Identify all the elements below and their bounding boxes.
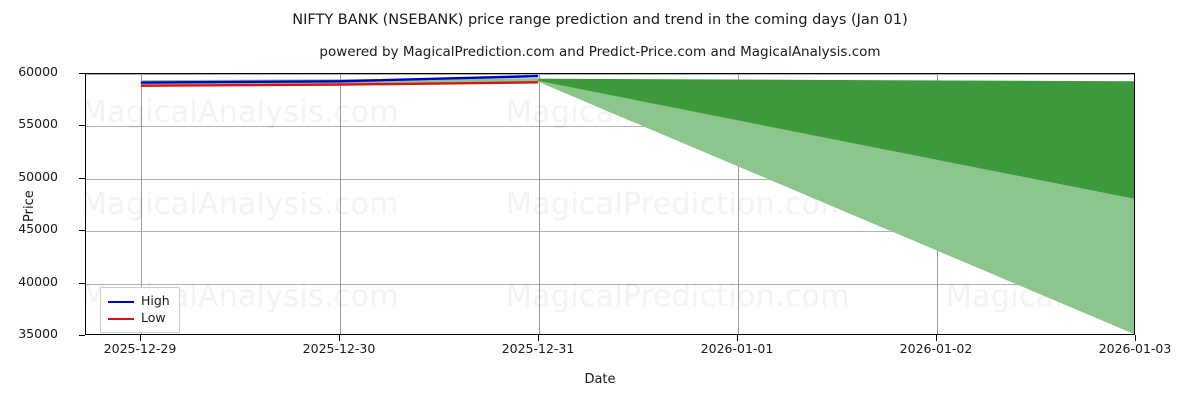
y-tick-label-50000: 50000 <box>18 168 58 184</box>
y-tick-mark <box>79 282 85 284</box>
x-tick-label-2025-12-31: 2025-12-31 <box>501 341 575 356</box>
gridline-x-2025-12-29 <box>141 74 142 334</box>
gridline-x-2026-01-01 <box>738 74 739 334</box>
series-line-high <box>140 74 539 84</box>
x-tick-mark <box>339 335 340 341</box>
gridline-y-45000 <box>86 231 1134 233</box>
x-tick-mark <box>737 335 738 341</box>
x-tick-mark <box>140 335 141 341</box>
chart-subtitle: powered by MagicalPrediction.com and Pre… <box>319 44 881 60</box>
y-tick-label-55000: 55000 <box>18 116 58 132</box>
legend-label-high: High <box>141 293 170 309</box>
gridline-y-50000 <box>86 178 1134 180</box>
chart-title: NIFTY BANK (NSEBANK) price range predict… <box>292 12 908 28</box>
y-tick-mark <box>79 230 85 232</box>
x-tick-label-2026-01-03: 2026-01-03 <box>1098 341 1172 356</box>
gridline-y-40000 <box>86 283 1134 285</box>
y-tick-mark <box>79 73 85 74</box>
series-line-low <box>140 81 539 87</box>
plot-area: MagicalAnalysis.comMagicalPrediction.com… <box>85 73 1135 335</box>
y-axis-label: Price <box>22 190 37 222</box>
legend-item-low[interactable]: Low <box>108 310 170 327</box>
legend-item-high[interactable]: High <box>108 293 170 310</box>
legend-swatch-high <box>108 300 134 303</box>
chart-legend[interactable]: High Low <box>100 287 180 333</box>
x-tick-label-2026-01-02: 2026-01-02 <box>899 341 973 356</box>
x-tick-label-2025-12-30: 2025-12-30 <box>302 341 376 356</box>
y-tick-mark <box>79 177 85 179</box>
y-tick-label-60000: 60000 <box>18 64 58 79</box>
y-tick-label-35000: 35000 <box>18 326 58 341</box>
x-tick-label-2026-01-01: 2026-01-01 <box>700 341 774 356</box>
band-prediction-range-outer <box>538 79 1134 334</box>
gridline-y-55000 <box>86 126 1134 128</box>
y-tick-label-45000: 45000 <box>18 221 58 237</box>
gridline-x-2025-12-30 <box>340 74 341 334</box>
y-tick-label-40000: 40000 <box>18 273 58 289</box>
x-tick-mark <box>936 335 937 341</box>
plot-inner: MagicalAnalysis.comMagicalPrediction.com… <box>86 74 1134 334</box>
x-tick-label-2025-12-29: 2025-12-29 <box>103 341 177 356</box>
x-tick-mark <box>538 335 539 341</box>
legend-swatch-low <box>108 317 134 320</box>
x-axis-label: Date <box>584 372 616 387</box>
gridline-y-60000 <box>86 74 1134 75</box>
gridline-x-2025-12-31 <box>539 74 540 334</box>
y-tick-mark <box>79 125 85 127</box>
x-tick-mark <box>1135 335 1136 341</box>
legend-label-low: Low <box>141 310 166 326</box>
band-prediction-range-inner <box>538 78 1134 199</box>
y-tick-mark <box>79 335 85 336</box>
series-svg <box>140 74 1134 334</box>
